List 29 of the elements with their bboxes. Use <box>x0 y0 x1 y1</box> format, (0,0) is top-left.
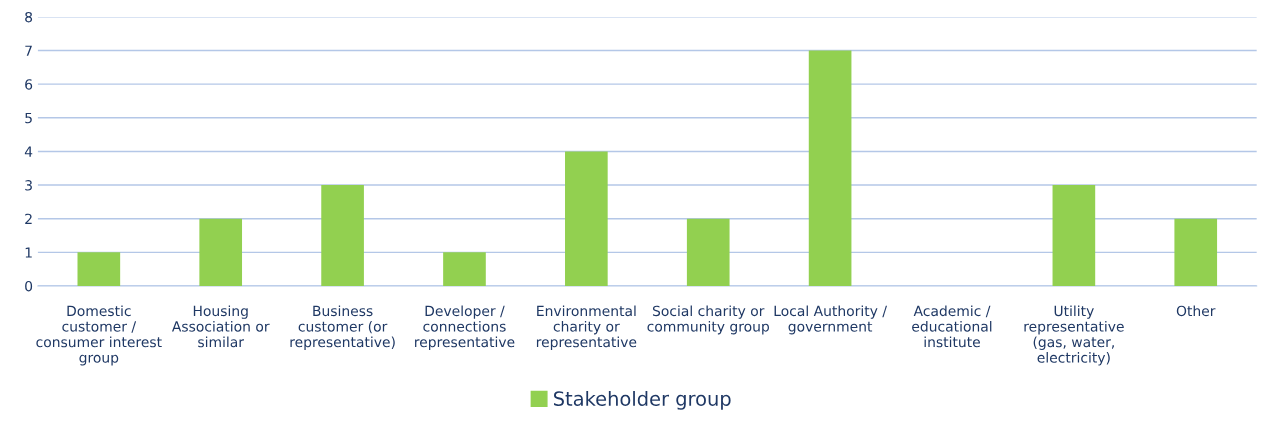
y-tick-label: 1 <box>25 247 32 258</box>
y-tick-label: 6 <box>25 79 33 90</box>
bar <box>808 50 852 286</box>
x-tick-label: Social charity or community group <box>647 305 769 335</box>
x-tick-label: Housing Association or similar <box>171 305 270 348</box>
x-tick-label: Developer / connections representative <box>415 305 515 350</box>
x-tick-label: Local Authority / government <box>774 305 887 335</box>
y-tick-label: 5 <box>25 112 32 124</box>
y-tick-label: 8 <box>25 11 33 23</box>
x-tick-label: Academic / educational institute <box>912 305 992 348</box>
x-tick-label: Environmental charity or representative <box>536 305 637 350</box>
y-tick-label: 7 <box>25 45 32 56</box>
bar <box>77 252 121 286</box>
y-tick-label: 3 <box>25 180 32 191</box>
bar <box>1174 218 1218 286</box>
bar <box>199 218 243 286</box>
x-tick-label: Other <box>1176 305 1216 317</box>
bar <box>1052 185 1096 286</box>
bar <box>686 218 730 286</box>
x-tick-label: Business customer (or representative) <box>290 305 395 350</box>
bar <box>443 252 486 286</box>
legend-label: Stakeholder group <box>553 390 731 410</box>
x-tick-label: Utility representative (gas, water, electricity) <box>1024 305 1124 366</box>
y-tick-label: 2 <box>25 213 32 224</box>
bar <box>565 151 608 286</box>
bar <box>321 185 364 286</box>
y-tick-label: 0 <box>25 280 33 292</box>
x-tick-label: Domestic customer / consumer interest group <box>36 305 162 366</box>
y-tick-label: 4 <box>24 146 33 157</box>
